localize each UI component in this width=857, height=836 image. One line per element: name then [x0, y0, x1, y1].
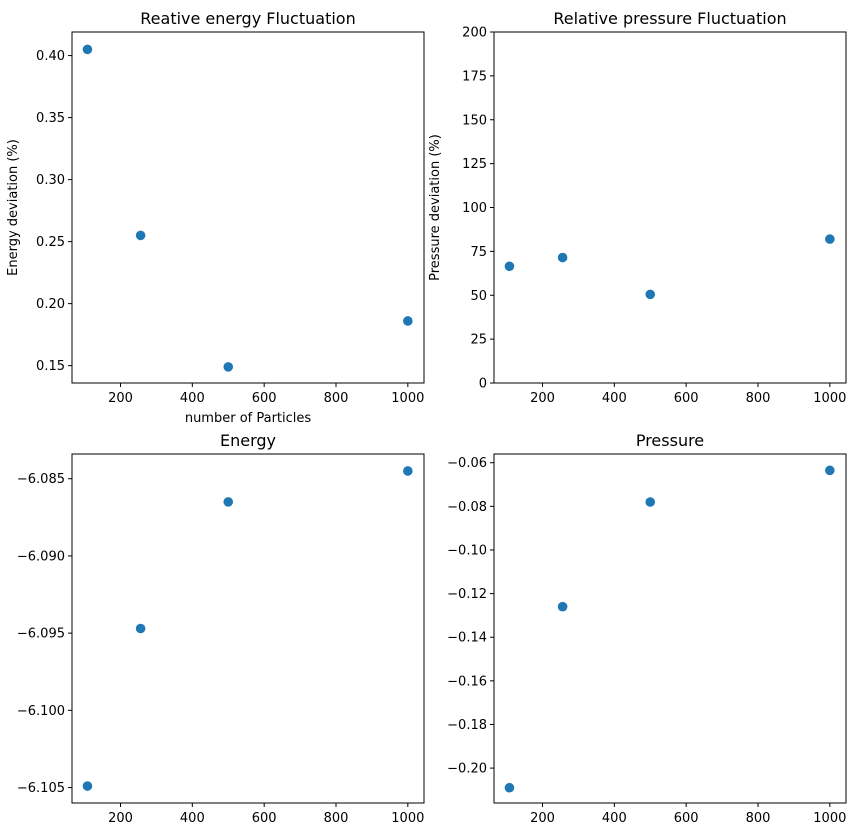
x-tick-label: 400	[180, 811, 205, 826]
y-axis-label: Energy deviation (%)	[6, 139, 21, 276]
x-tick-label: 600	[674, 391, 699, 406]
data-point	[223, 362, 234, 372]
y-tick-label: 200	[462, 26, 487, 41]
y-tick-label: 100	[462, 201, 487, 216]
data-point	[135, 623, 146, 634]
y-tick-label: 0.15	[36, 359, 65, 374]
plot-frame	[71, 31, 425, 384]
x-tick-label: 600	[252, 811, 277, 826]
chart-title: Reative energy Fluctuation	[140, 9, 355, 28]
data-point	[403, 316, 413, 326]
y-tick-label: −6.090	[17, 549, 65, 564]
x-tick-label: 1000	[813, 391, 846, 406]
x-tick-label: 600	[674, 811, 699, 826]
x-tick-label: 1000	[391, 391, 424, 406]
x-tick-label: 1000	[391, 811, 424, 826]
y-tick-label: −0.12	[447, 587, 487, 602]
x-tick-label: 400	[602, 391, 627, 406]
y-tick-label: −6.095	[17, 627, 65, 642]
data-point	[82, 44, 93, 55]
y-tick-label: 0.30	[36, 173, 65, 188]
x-tick-label: 800	[746, 811, 771, 826]
plot-frame	[71, 453, 425, 804]
data-point	[82, 781, 93, 791]
y-tick-label: 25	[470, 333, 487, 348]
y-tick-label: 50	[470, 289, 487, 304]
y-tick-label: −0.08	[447, 500, 487, 515]
chart-energy-fluctuation: Reative energy Fluctuation 200 400 600 800 10…	[6, 9, 425, 426]
chart-energy: Energy 200 400 600 800 1000 −6.105 −6.100 −6.095…	[17, 431, 425, 826]
data-point	[645, 289, 656, 300]
chart-pressure-fluctuation: Relative pressure Fluctuation 200 400 600 80…	[428, 9, 847, 406]
x-tick-label: 200	[108, 391, 133, 406]
y-tick-label: 175	[462, 69, 487, 84]
y-tick-label: 0	[479, 377, 487, 392]
plot-frame	[493, 453, 847, 804]
y-tick-label: 0.25	[36, 235, 65, 250]
data-point	[645, 497, 656, 507]
data-point	[557, 601, 568, 612]
data-point	[825, 465, 835, 476]
y-axis-label: Pressure deviation (%)	[428, 134, 443, 281]
x-tick-label: 800	[746, 391, 771, 406]
data-point	[825, 234, 835, 244]
y-tick-label: −0.18	[447, 718, 487, 733]
y-tick-label: 75	[470, 245, 487, 260]
y-tick-label: 0.20	[36, 297, 65, 312]
y-tick-label: 150	[462, 113, 487, 128]
y-tick-label: 125	[462, 157, 487, 172]
y-tick-label: −0.16	[447, 674, 487, 689]
x-axis-label: number of Particles	[185, 411, 312, 426]
y-tick-label: 0.40	[36, 49, 65, 64]
data-point	[223, 497, 234, 507]
chart-title: Relative pressure Fluctuation	[553, 9, 786, 28]
chart-title: Energy	[220, 431, 276, 450]
y-tick-label: −6.085	[17, 472, 65, 487]
data-point	[557, 252, 568, 263]
x-tick-label: 200	[108, 811, 133, 826]
x-tick-label: 800	[324, 391, 349, 406]
data-point	[403, 466, 413, 476]
y-tick-label: −0.06	[447, 456, 487, 471]
chart-title: Pressure	[636, 431, 704, 450]
x-tick-label: 800	[324, 811, 349, 826]
data-point	[135, 230, 146, 241]
y-tick-label: −0.20	[447, 762, 487, 777]
x-tick-label: 400	[180, 391, 205, 406]
x-tick-label: 400	[602, 811, 627, 826]
data-point	[504, 782, 515, 793]
data-point	[504, 261, 515, 272]
y-tick-label: 0.35	[36, 111, 65, 126]
y-tick-label: −6.105	[17, 781, 65, 796]
x-tick-label: 200	[530, 811, 555, 826]
y-tick-label: −0.14	[447, 631, 487, 646]
x-tick-label: 600	[252, 391, 277, 406]
y-tick-label: −6.100	[17, 704, 65, 719]
x-tick-label: 200	[530, 391, 555, 406]
y-tick-label: −0.10	[447, 543, 487, 558]
plot-frame	[493, 31, 847, 384]
chart-pressure: Pressure 200 400 600 800 1000 −0.20 −0.18 −0.16 −…	[447, 431, 847, 826]
x-tick-label: 1000	[813, 811, 846, 826]
